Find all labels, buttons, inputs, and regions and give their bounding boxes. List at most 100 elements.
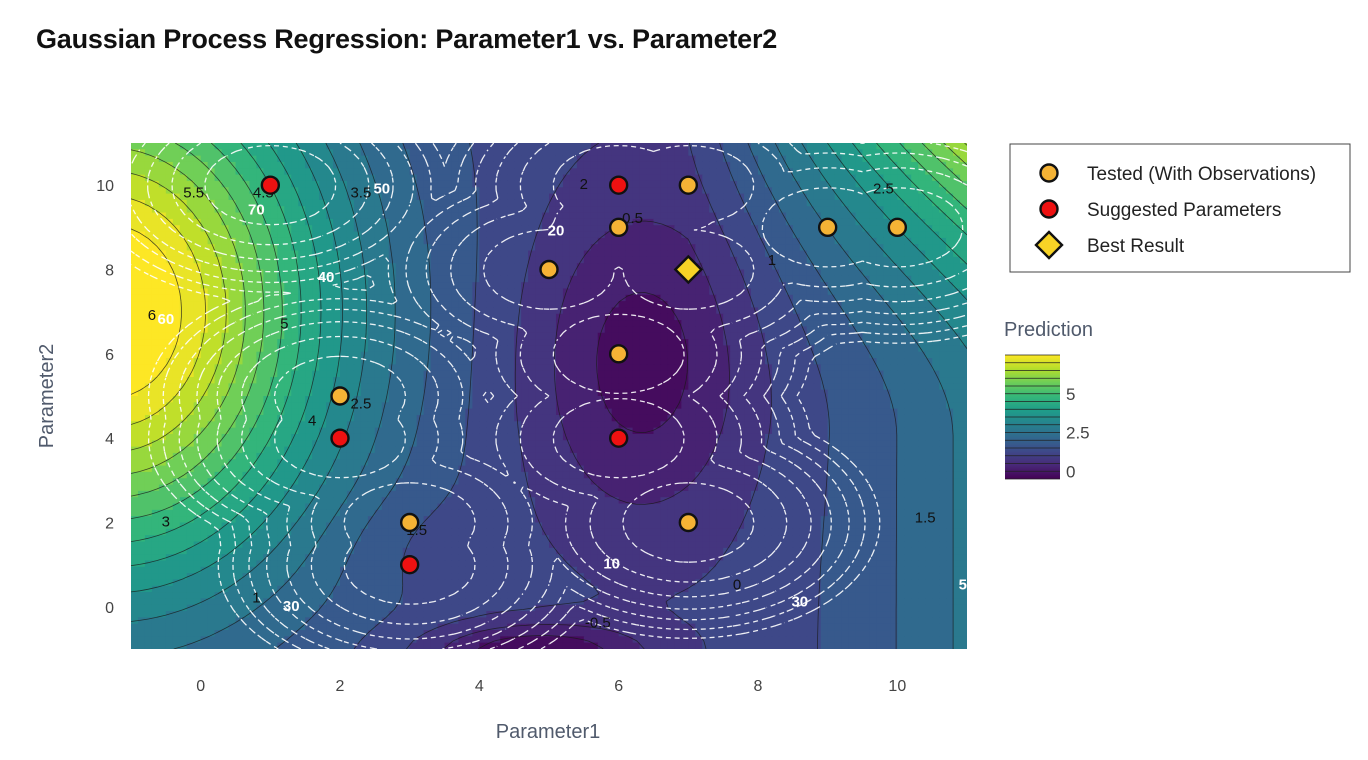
heat-cell <box>883 275 891 283</box>
heat-cell <box>667 377 675 384</box>
heat-cell <box>186 143 195 150</box>
heat-cell <box>340 180 348 188</box>
heat-cell <box>583 351 592 359</box>
heat-cell <box>716 218 724 226</box>
heat-cell <box>730 161 738 169</box>
heat-cell <box>946 193 954 201</box>
heat-cell <box>305 313 313 321</box>
heat-cell <box>911 294 919 302</box>
heat-cell <box>319 358 327 365</box>
heat-cell <box>709 370 717 378</box>
heat-cell <box>158 155 167 163</box>
heat-cell <box>507 180 515 188</box>
heat-cell <box>639 301 648 309</box>
heat-cell <box>549 402 557 410</box>
heat-cell <box>918 237 926 245</box>
heat-cell <box>932 282 940 290</box>
heat-cell <box>904 193 912 201</box>
heat-cell <box>270 326 278 334</box>
heat-cell <box>186 269 195 277</box>
heat-cell <box>367 199 376 207</box>
heat-cell <box>549 237 557 245</box>
heat-cell <box>214 218 223 226</box>
heat-cell <box>423 155 432 163</box>
heat-cell <box>465 377 473 384</box>
heat-cell <box>214 269 223 277</box>
heat-cell <box>751 383 759 391</box>
heat-cell <box>883 155 891 163</box>
heat-cell <box>576 193 585 201</box>
heat-cell <box>925 149 933 157</box>
heat-cell <box>932 332 940 340</box>
heat-cell <box>758 396 766 403</box>
heat-cell <box>333 345 341 353</box>
heat-cell <box>569 180 578 188</box>
heat-cell <box>340 161 348 169</box>
heat-cell <box>270 275 278 283</box>
heat-cell <box>444 218 453 226</box>
heat-cell <box>193 320 202 328</box>
heat-cell <box>960 269 967 277</box>
heat-cell <box>151 180 160 188</box>
heat-cell <box>263 263 271 271</box>
heat-cell <box>653 364 662 372</box>
heat-cell <box>193 199 202 207</box>
heat-cell <box>151 161 160 169</box>
heat-cell <box>939 307 947 315</box>
heat-cell <box>785 256 794 264</box>
heat-cell <box>207 143 216 150</box>
heat-cell <box>200 250 209 258</box>
heat-cell <box>493 282 501 290</box>
heat-cell <box>771 212 780 220</box>
heat-cell <box>193 275 202 283</box>
heat-cell <box>207 313 216 321</box>
heat-cell <box>521 250 529 258</box>
heat-cell <box>932 256 940 264</box>
heat-cell <box>716 256 724 264</box>
heat-cell <box>326 269 334 277</box>
heat-cell <box>813 301 822 309</box>
heat-cell <box>493 225 501 233</box>
heat-cell <box>751 282 759 290</box>
heat-cell <box>319 193 327 201</box>
heat-cell <box>409 389 418 397</box>
heat-cell <box>611 256 620 264</box>
heat-cell <box>353 294 362 302</box>
heat-cell <box>514 231 522 239</box>
heat-cell <box>751 263 759 271</box>
heat-cell <box>200 161 209 169</box>
heat-cell <box>381 320 390 328</box>
heat-cell <box>451 256 460 264</box>
heat-cell <box>695 358 703 365</box>
heat-cell <box>479 161 487 169</box>
heat-cell <box>785 345 794 353</box>
heat-cell <box>242 231 251 239</box>
heat-cell <box>270 377 278 384</box>
heat-cell <box>932 149 940 157</box>
heat-cell <box>416 288 425 296</box>
heat-cell <box>813 199 822 207</box>
heat-cell <box>848 161 857 169</box>
heat-cell <box>144 275 153 283</box>
heat-cell <box>507 263 515 271</box>
heat-cell <box>576 377 585 384</box>
heat-cell <box>960 193 967 201</box>
heat-cell <box>535 294 543 302</box>
heat-cell <box>709 313 717 321</box>
heat-cell <box>702 149 710 157</box>
heat-cell <box>256 199 264 207</box>
heat-cell <box>653 389 662 397</box>
heat-cell <box>883 326 891 334</box>
heat-cell <box>862 149 871 157</box>
heat-cell <box>312 389 320 397</box>
heat-cell <box>834 326 843 334</box>
heat-cell <box>702 212 710 220</box>
heat-cell <box>883 199 891 207</box>
heat-cell <box>590 218 599 226</box>
heat-cell <box>270 358 278 365</box>
heat-cell <box>200 244 209 252</box>
heat-cell <box>702 199 710 207</box>
heat-cell <box>841 275 850 283</box>
heat-cell <box>932 218 940 226</box>
